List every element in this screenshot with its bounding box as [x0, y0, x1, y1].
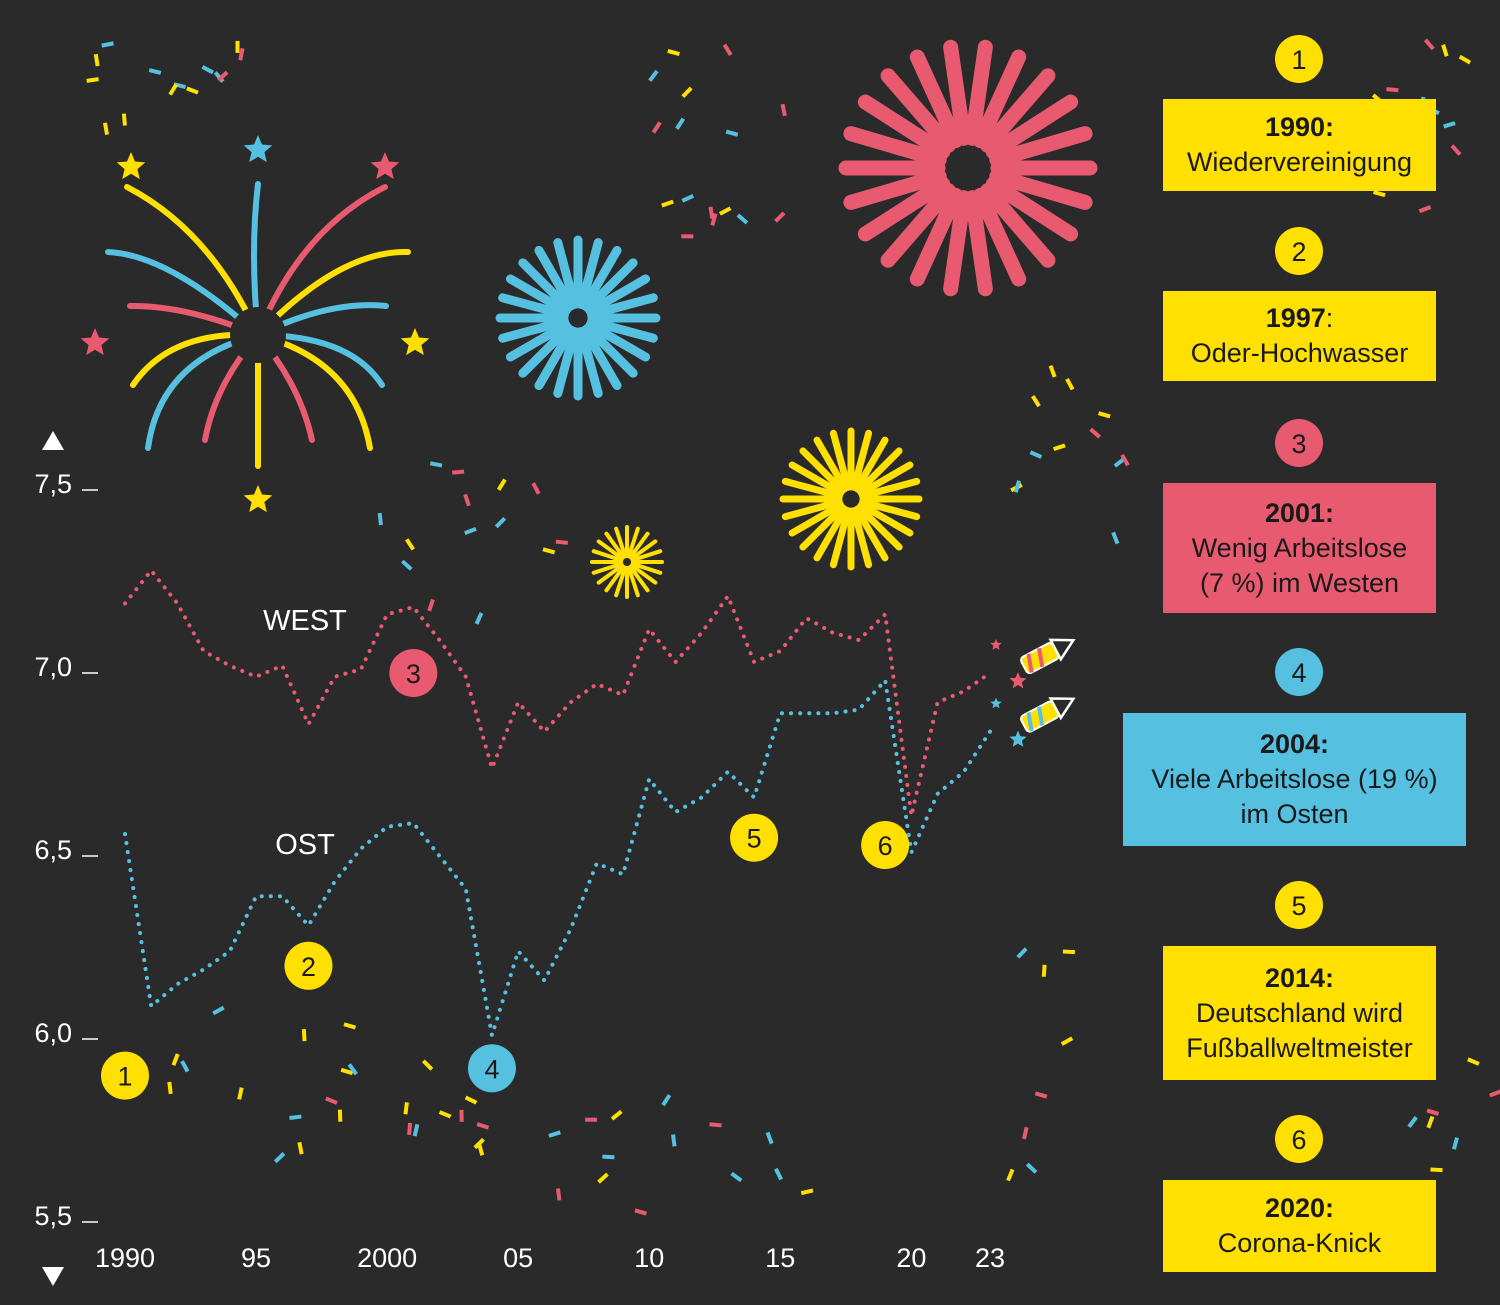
yellow-star-icon — [116, 152, 146, 180]
x-tick-label: 1990 — [95, 1243, 155, 1273]
pink-star-icon — [80, 328, 110, 356]
annotation-marker-1: 1 — [101, 1051, 149, 1100]
x-tick-label: 15 — [765, 1243, 795, 1273]
legend-box-6: 2020: Corona-Knick — [1163, 1180, 1436, 1272]
legend-description-line: Wenig Arbeitslose — [1191, 532, 1408, 563]
legend-box-4: 2004: Viele Arbeitslose (19 %) im Osten — [1123, 713, 1466, 846]
series-line-west — [123, 567, 992, 817]
svg-text:1: 1 — [117, 1062, 132, 1092]
legend-year-text: 2001: — [1264, 497, 1335, 528]
legend-year-suffix: : — [1325, 303, 1334, 333]
legend-description-line: Viele Arbeitslose (19 %) — [1151, 764, 1438, 794]
legend-year: 2004: — [1260, 727, 1329, 762]
legend-year: 1990: — [1265, 110, 1334, 145]
y-tick-label: 7,0 — [34, 652, 72, 682]
annotation-marker-2: 2 — [284, 941, 333, 990]
svg-text:3: 3 — [1291, 429, 1306, 459]
legend-number-5: 5 — [1275, 881, 1323, 929]
series-label-west: WEST — [263, 605, 347, 637]
legend-year: 1997: — [1266, 301, 1334, 336]
rocket-spark-star-icon — [1009, 730, 1027, 747]
yellow-star-icon — [400, 328, 430, 356]
axis-up-arrow-icon — [42, 431, 64, 450]
small-yellow-firework — [590, 525, 664, 599]
annotation-markers: 1 2 3 4 5 6 — [101, 649, 910, 1100]
svg-text:4: 4 — [484, 1054, 499, 1084]
svg-text:5: 5 — [1291, 891, 1306, 921]
svg-text:6: 6 — [878, 831, 893, 861]
legend-number-3: 3 — [1275, 419, 1323, 467]
legend-description-line: Wiedervereinigung — [1186, 147, 1413, 177]
x-tick-label: 20 — [896, 1243, 926, 1273]
fireworks-decoration — [80, 38, 1500, 1216]
legend-year-text: 1997 — [1265, 303, 1326, 333]
annotation-marker-6: 6 — [861, 821, 910, 870]
rocket-icon — [1020, 697, 1076, 733]
legend-box-1: 1990: Wiedervereinigung — [1163, 99, 1436, 191]
svg-text:1: 1 — [1291, 45, 1306, 75]
blue-firework — [495, 235, 661, 401]
rocket-icon — [1020, 638, 1076, 675]
legend-year: 2001: — [1265, 496, 1334, 531]
legend-number-6: 6 — [1275, 1115, 1323, 1163]
x-tick-label: 2000 — [357, 1243, 417, 1273]
x-tick-label: 10 — [634, 1243, 664, 1273]
yellow-firework — [779, 427, 923, 571]
svg-text:3: 3 — [406, 659, 421, 689]
svg-text:5: 5 — [747, 824, 762, 854]
legend-number-4: 4 — [1275, 648, 1323, 696]
yellow-star-icon — [243, 485, 273, 513]
pink-star-icon — [370, 152, 400, 180]
legend-year-text: 2004: — [1259, 729, 1330, 759]
y-tick-label: 6,5 — [34, 835, 72, 865]
rocket-spark-small-star-icon — [990, 697, 1002, 709]
svg-text:2: 2 — [301, 952, 316, 982]
y-tick-label: 6,0 — [34, 1018, 72, 1048]
legend-description-line: Fußballweltmeister — [1186, 1032, 1413, 1063]
x-tick-label: 05 — [503, 1243, 533, 1273]
annotation-marker-3: 3 — [389, 649, 438, 697]
legend-description-line: (7 %) im Westen — [1199, 567, 1400, 598]
data-lines — [123, 567, 1076, 1036]
legend-box-2: 1997: Oder-Hochwasser — [1163, 291, 1436, 381]
series-line-ost — [123, 675, 992, 1036]
y-tick-label: 7,5 — [34, 469, 72, 499]
legend-description-line: Corona-Knick — [1217, 1228, 1382, 1258]
rocket-spark-star-icon — [1009, 672, 1027, 689]
x-tick-label: 23 — [975, 1243, 1005, 1273]
legend-number-circles: 1 2 3 4 5 6 — [1275, 35, 1323, 1163]
legend-box-3: 2001: Wenig Arbeitslose (7 %) im Westen — [1163, 483, 1436, 613]
legend-year: 2014: — [1265, 961, 1334, 996]
legend-year-text: 2020: — [1264, 1193, 1335, 1223]
legend-number-1: 1 — [1275, 35, 1323, 83]
blue-star-icon — [243, 135, 273, 163]
svg-text:6: 6 — [1291, 1125, 1306, 1155]
legend-box-5: 2014: Deutschland wird Fußballweltmeister — [1163, 946, 1436, 1080]
svg-text:4: 4 — [1291, 658, 1306, 688]
pink-firework — [838, 39, 1098, 297]
svg-text:2: 2 — [1291, 237, 1306, 267]
legend-description-line: Oder-Hochwasser — [1190, 338, 1409, 368]
legend-year-text: 2014: — [1264, 962, 1335, 993]
legend-year-text: 1990: — [1264, 112, 1335, 142]
legend-number-2: 2 — [1275, 227, 1323, 275]
y-tick-label: 5,5 — [34, 1201, 72, 1231]
annotation-marker-5: 5 — [730, 813, 779, 862]
legend-year: 2020: — [1265, 1191, 1334, 1226]
series-label-ost: OST — [275, 829, 335, 861]
arc-firework — [105, 181, 411, 469]
legend-description-line: im Osten — [1240, 799, 1349, 829]
x-tick-label: 95 — [241, 1243, 271, 1273]
annotation-marker-4: 4 — [467, 1044, 516, 1093]
axis-down-arrow-icon — [42, 1267, 64, 1286]
legend-description-line: Deutschland wird — [1195, 997, 1404, 1028]
rocket-spark-small-star-icon — [990, 639, 1002, 650]
confetti — [86, 38, 1500, 1216]
